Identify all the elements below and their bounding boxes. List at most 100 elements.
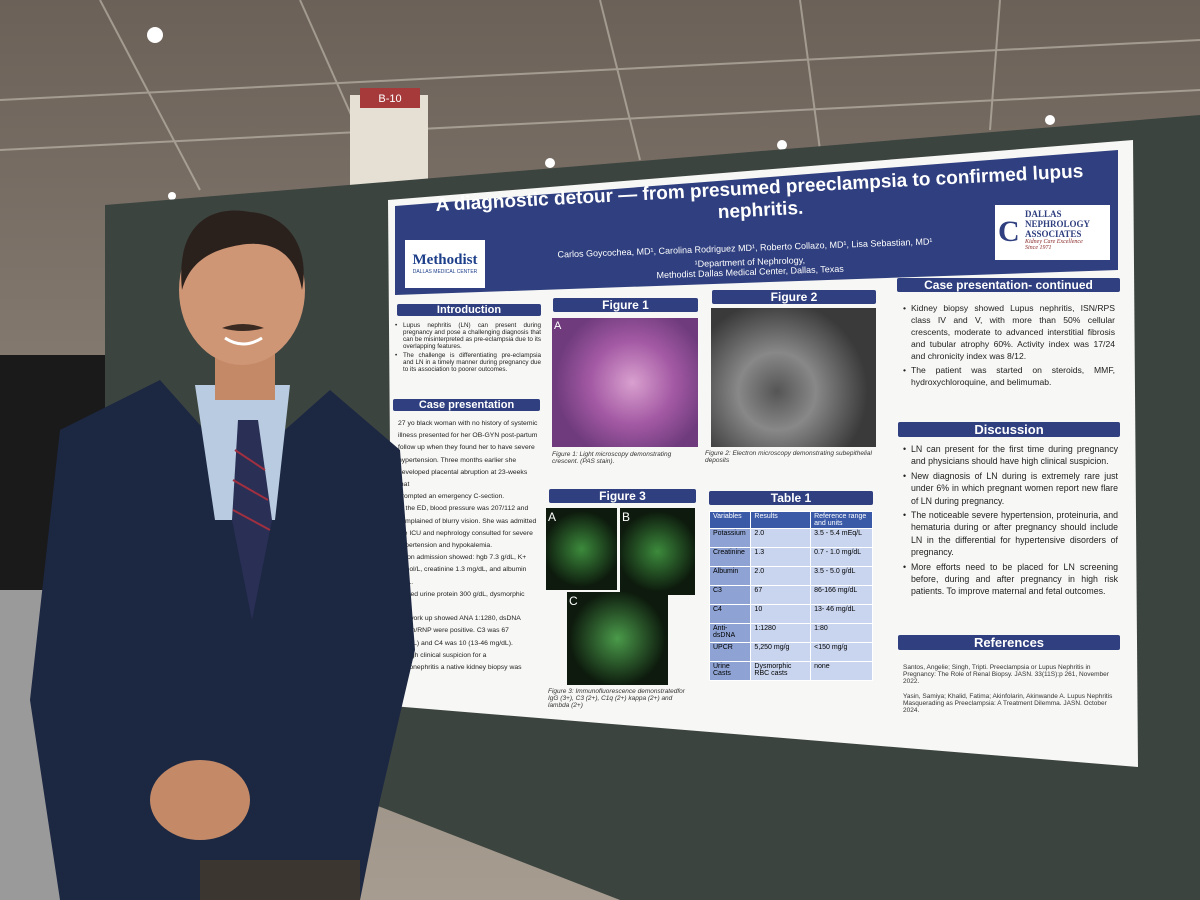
panel-letter: A bbox=[554, 320, 562, 332]
table-cell: 10 bbox=[750, 604, 812, 624]
bullet: More efforts need to be placed for LN sc… bbox=[903, 561, 1118, 598]
section-heading: Case presentation- continued bbox=[897, 278, 1120, 292]
suit-jacket bbox=[30, 380, 415, 900]
bullet: The patient was started on steroids, MMF… bbox=[903, 364, 1115, 388]
text-line: howed urine protein 300 g/dL, dysmorphic bbox=[398, 590, 525, 598]
panel-letter: B bbox=[622, 510, 631, 524]
text-line: the ICU and nephrology consulted for sev… bbox=[398, 529, 533, 537]
tie-stripes bbox=[232, 449, 271, 531]
smile bbox=[224, 336, 263, 346]
text-line: Smith/RNP were positive. C3 was 67 bbox=[398, 627, 509, 635]
text-line: complained of blurry vision. She was adm… bbox=[398, 517, 537, 525]
reference: Yasin, Samiya; Khalid, Fatima; Akinfolar… bbox=[903, 693, 1113, 714]
text-line: prompted an emergency C-section. bbox=[398, 493, 505, 501]
text-line: gic work up showed ANA 1:1280, dsDNA bbox=[398, 615, 521, 623]
hair bbox=[181, 210, 304, 290]
table-cell: 1:80 bbox=[810, 623, 873, 643]
table-cell: 67 bbox=[750, 585, 812, 605]
logo-name: Methodist bbox=[412, 252, 478, 268]
text-line: In the ED, blood pressure was 207/112 an… bbox=[398, 505, 529, 513]
text-line: mg/dL) and C4 was 10 (13-46 mg/dL). bbox=[398, 639, 513, 647]
text-line: follow up when they found her to have se… bbox=[398, 444, 535, 452]
bullet: New diagnosis of LN during is extremely … bbox=[903, 470, 1118, 507]
section-heading: References bbox=[898, 635, 1120, 650]
bullet: The noticeable severe hypertension, prot… bbox=[903, 509, 1118, 559]
figure3-panel: B bbox=[620, 508, 695, 595]
table-header-cell: Variables bbox=[708, 511, 752, 529]
panel-letter: C bbox=[569, 594, 578, 608]
bullet: Lupus nephritis (LN) can present during … bbox=[395, 322, 541, 350]
bullet-list: Kidney biopsy showed Lupus nephritis, IS… bbox=[903, 302, 1115, 390]
hands bbox=[150, 760, 250, 840]
table-row: Creatinine 1.3 0.7 - 1.0 mg/dL bbox=[708, 547, 873, 567]
trousers bbox=[200, 860, 360, 900]
section-heading: Discussion bbox=[898, 422, 1120, 437]
text-line: to high clinical suspicion for a bbox=[398, 651, 487, 659]
logo-tagline: Kidney Care Excellence bbox=[1025, 239, 1083, 245]
bullet-list: Lupus nephritis (LN) can present during … bbox=[395, 322, 541, 375]
figure-caption: Figure 1: Light microscopy demonstrating… bbox=[552, 451, 672, 465]
table-header-row: Variables Results Reference range and unit… bbox=[708, 511, 873, 529]
text-line: illness presented for her OB-GYN post-pa… bbox=[398, 432, 538, 440]
logo-sub: DALLAS MEDICAL CENTER bbox=[412, 269, 478, 275]
text-line: ps on admission showed: hgb 7.3 g/dL, K+ bbox=[398, 554, 527, 562]
figure3-panel: C bbox=[567, 592, 668, 685]
reference-list: Santos, Angelie; Singh, Tripti. Preeclam… bbox=[903, 664, 1118, 722]
figure1-image: A bbox=[552, 318, 698, 447]
logo-mark: C bbox=[998, 215, 1020, 248]
section-heading: Table 1 bbox=[709, 491, 873, 505]
table-cell: 3.5 - 5.4 mEq/L bbox=[810, 528, 873, 548]
table-cell: 86-166 mg/dL bbox=[810, 585, 873, 605]
table-cell: 5,250 mg/g bbox=[750, 642, 812, 662]
figure3-panel: A bbox=[546, 508, 617, 590]
bullet: The challenge is differentiating pre-ecl… bbox=[395, 352, 541, 373]
table-header-cell: Results bbox=[750, 511, 812, 529]
text-line: hypertension. Three months earlier she bbox=[398, 456, 517, 464]
table-cell: 2.0 bbox=[750, 528, 812, 548]
text-line: hypertension and hypokalemia. bbox=[398, 542, 493, 550]
table-cell: Urine Casts bbox=[708, 661, 752, 681]
section-heading: Introduction bbox=[397, 304, 541, 316]
table-cell: UPCR bbox=[708, 642, 752, 662]
table-row: Anti-dsDNA 1:1280 1:80 bbox=[708, 623, 873, 643]
logo-since: Since 1971 bbox=[1025, 245, 1052, 251]
pillar-band bbox=[360, 88, 420, 108]
table-cell: Dysmorphic RBC casts bbox=[750, 661, 812, 681]
text-line: erulonephritis a native kidney biopsy wa… bbox=[398, 664, 522, 672]
bullet-list: LN can present for the first time during… bbox=[903, 443, 1118, 600]
table-header-cell: Reference range and units bbox=[810, 511, 873, 529]
logo-name: DALLAS bbox=[1025, 209, 1062, 219]
logo-name: NEPHROLOGY bbox=[1025, 219, 1091, 229]
table-cell: Potassium bbox=[708, 528, 752, 548]
text-line: 27 yo black woman with no history of sys… bbox=[398, 420, 538, 427]
truss bbox=[0, 0, 1200, 191]
reference: Santos, Angelie; Singh, Tripti. Preeclam… bbox=[903, 664, 1109, 685]
table-row: Urine Casts Dysmorphic RBC casts none bbox=[708, 661, 873, 681]
section-heading: Figure 2 bbox=[712, 290, 876, 304]
mustache bbox=[222, 324, 264, 331]
methodist-logo: Methodist DALLAS MEDICAL CENTER bbox=[405, 240, 485, 288]
figure-caption: Figure 2: Electron microscopy demonstrat… bbox=[705, 450, 872, 464]
table-cell: none bbox=[810, 661, 873, 681]
dna-logo: DALLAS NEPHROLOGY ASSOCIATES Kidney Care… bbox=[995, 205, 1110, 260]
pillar bbox=[350, 95, 428, 190]
bullet: Kidney biopsy showed Lupus nephritis, IS… bbox=[903, 302, 1115, 362]
case-text: 27 yo black woman with no history of sys… bbox=[398, 418, 540, 686]
logo-name: ASSOCIATES bbox=[1025, 229, 1082, 239]
text-line: developed placental abruption at 23-week… bbox=[398, 468, 528, 489]
poster-header-band bbox=[395, 150, 1118, 295]
panel-letter: A bbox=[548, 510, 557, 524]
bullet: LN can present for the first time during… bbox=[903, 443, 1118, 468]
data-table: Variables Results Reference range and unit… bbox=[708, 511, 873, 681]
table-row: Albumin 2.0 3.5 - 5.0 g/dL bbox=[708, 566, 873, 586]
pillar-sign: B-10 bbox=[378, 93, 401, 105]
table-cell: 0.7 - 1.0 mg/dL bbox=[810, 547, 873, 567]
figure2-image bbox=[711, 308, 876, 447]
table-row: Potassium 2.0 3.5 - 5.4 mEq/L bbox=[708, 528, 873, 548]
section-heading: Figure 1 bbox=[553, 298, 698, 312]
section-heading: Figure 3 bbox=[549, 489, 696, 503]
figure-caption: Figure 3: Immunofluorescence demonstrate… bbox=[548, 688, 685, 709]
lights bbox=[147, 27, 1055, 200]
